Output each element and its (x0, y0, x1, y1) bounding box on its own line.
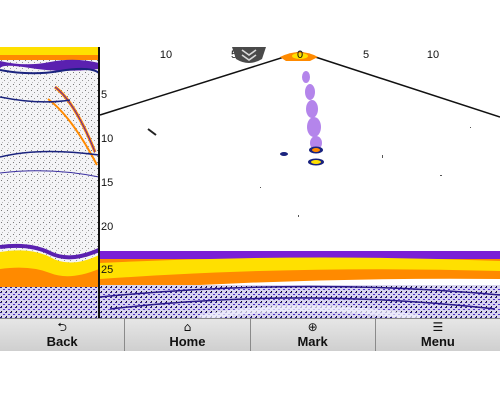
chevron-down-double-icon (232, 47, 266, 63)
menu-list-icon: ☰ (432, 320, 444, 334)
depth-label-15: 15 (101, 177, 114, 189)
bottom-margin (0, 351, 500, 400)
menu-button-label: Menu (420, 334, 455, 349)
depth-label-20: 20 (101, 221, 114, 233)
home-icon: ⌂ (183, 320, 192, 334)
fish-target (280, 146, 324, 166)
history-panel (0, 47, 100, 318)
collapse-handle[interactable] (232, 47, 266, 65)
range-label-center-0: 0 (296, 49, 304, 61)
range-label-left-5: 5 (230, 49, 238, 61)
home-button[interactable]: ⌂ Home (125, 319, 251, 351)
back-button[interactable]: ⮌ Back (0, 319, 126, 351)
sonar-image (0, 47, 500, 318)
range-label-left-10: 10 (159, 49, 173, 61)
softkey-toolbar: ⮌ Back ⌂ Home ⊕ Mark ☰ Menu (0, 318, 500, 352)
sonar-display[interactable]: 10 5 0 5 10 5 10 15 20 25 (0, 47, 500, 318)
range-label-right-10: 10 (426, 49, 440, 61)
range-label-right-5: 5 (362, 49, 370, 61)
depth-label-10: 10 (101, 133, 114, 145)
depth-label-5: 5 (101, 89, 108, 101)
scan-panel (99, 51, 500, 318)
mark-button-label: Mark (297, 334, 328, 349)
menu-button[interactable]: ☰ Menu (376, 319, 500, 351)
back-button-label: Back (46, 334, 78, 349)
mark-button[interactable]: ⊕ Mark (251, 319, 376, 351)
home-button-label: Home (169, 334, 206, 349)
back-arrow-icon: ⮌ (57, 320, 67, 334)
crosshair-icon: ⊕ (307, 320, 318, 334)
depth-label-25: 25 (101, 264, 114, 276)
